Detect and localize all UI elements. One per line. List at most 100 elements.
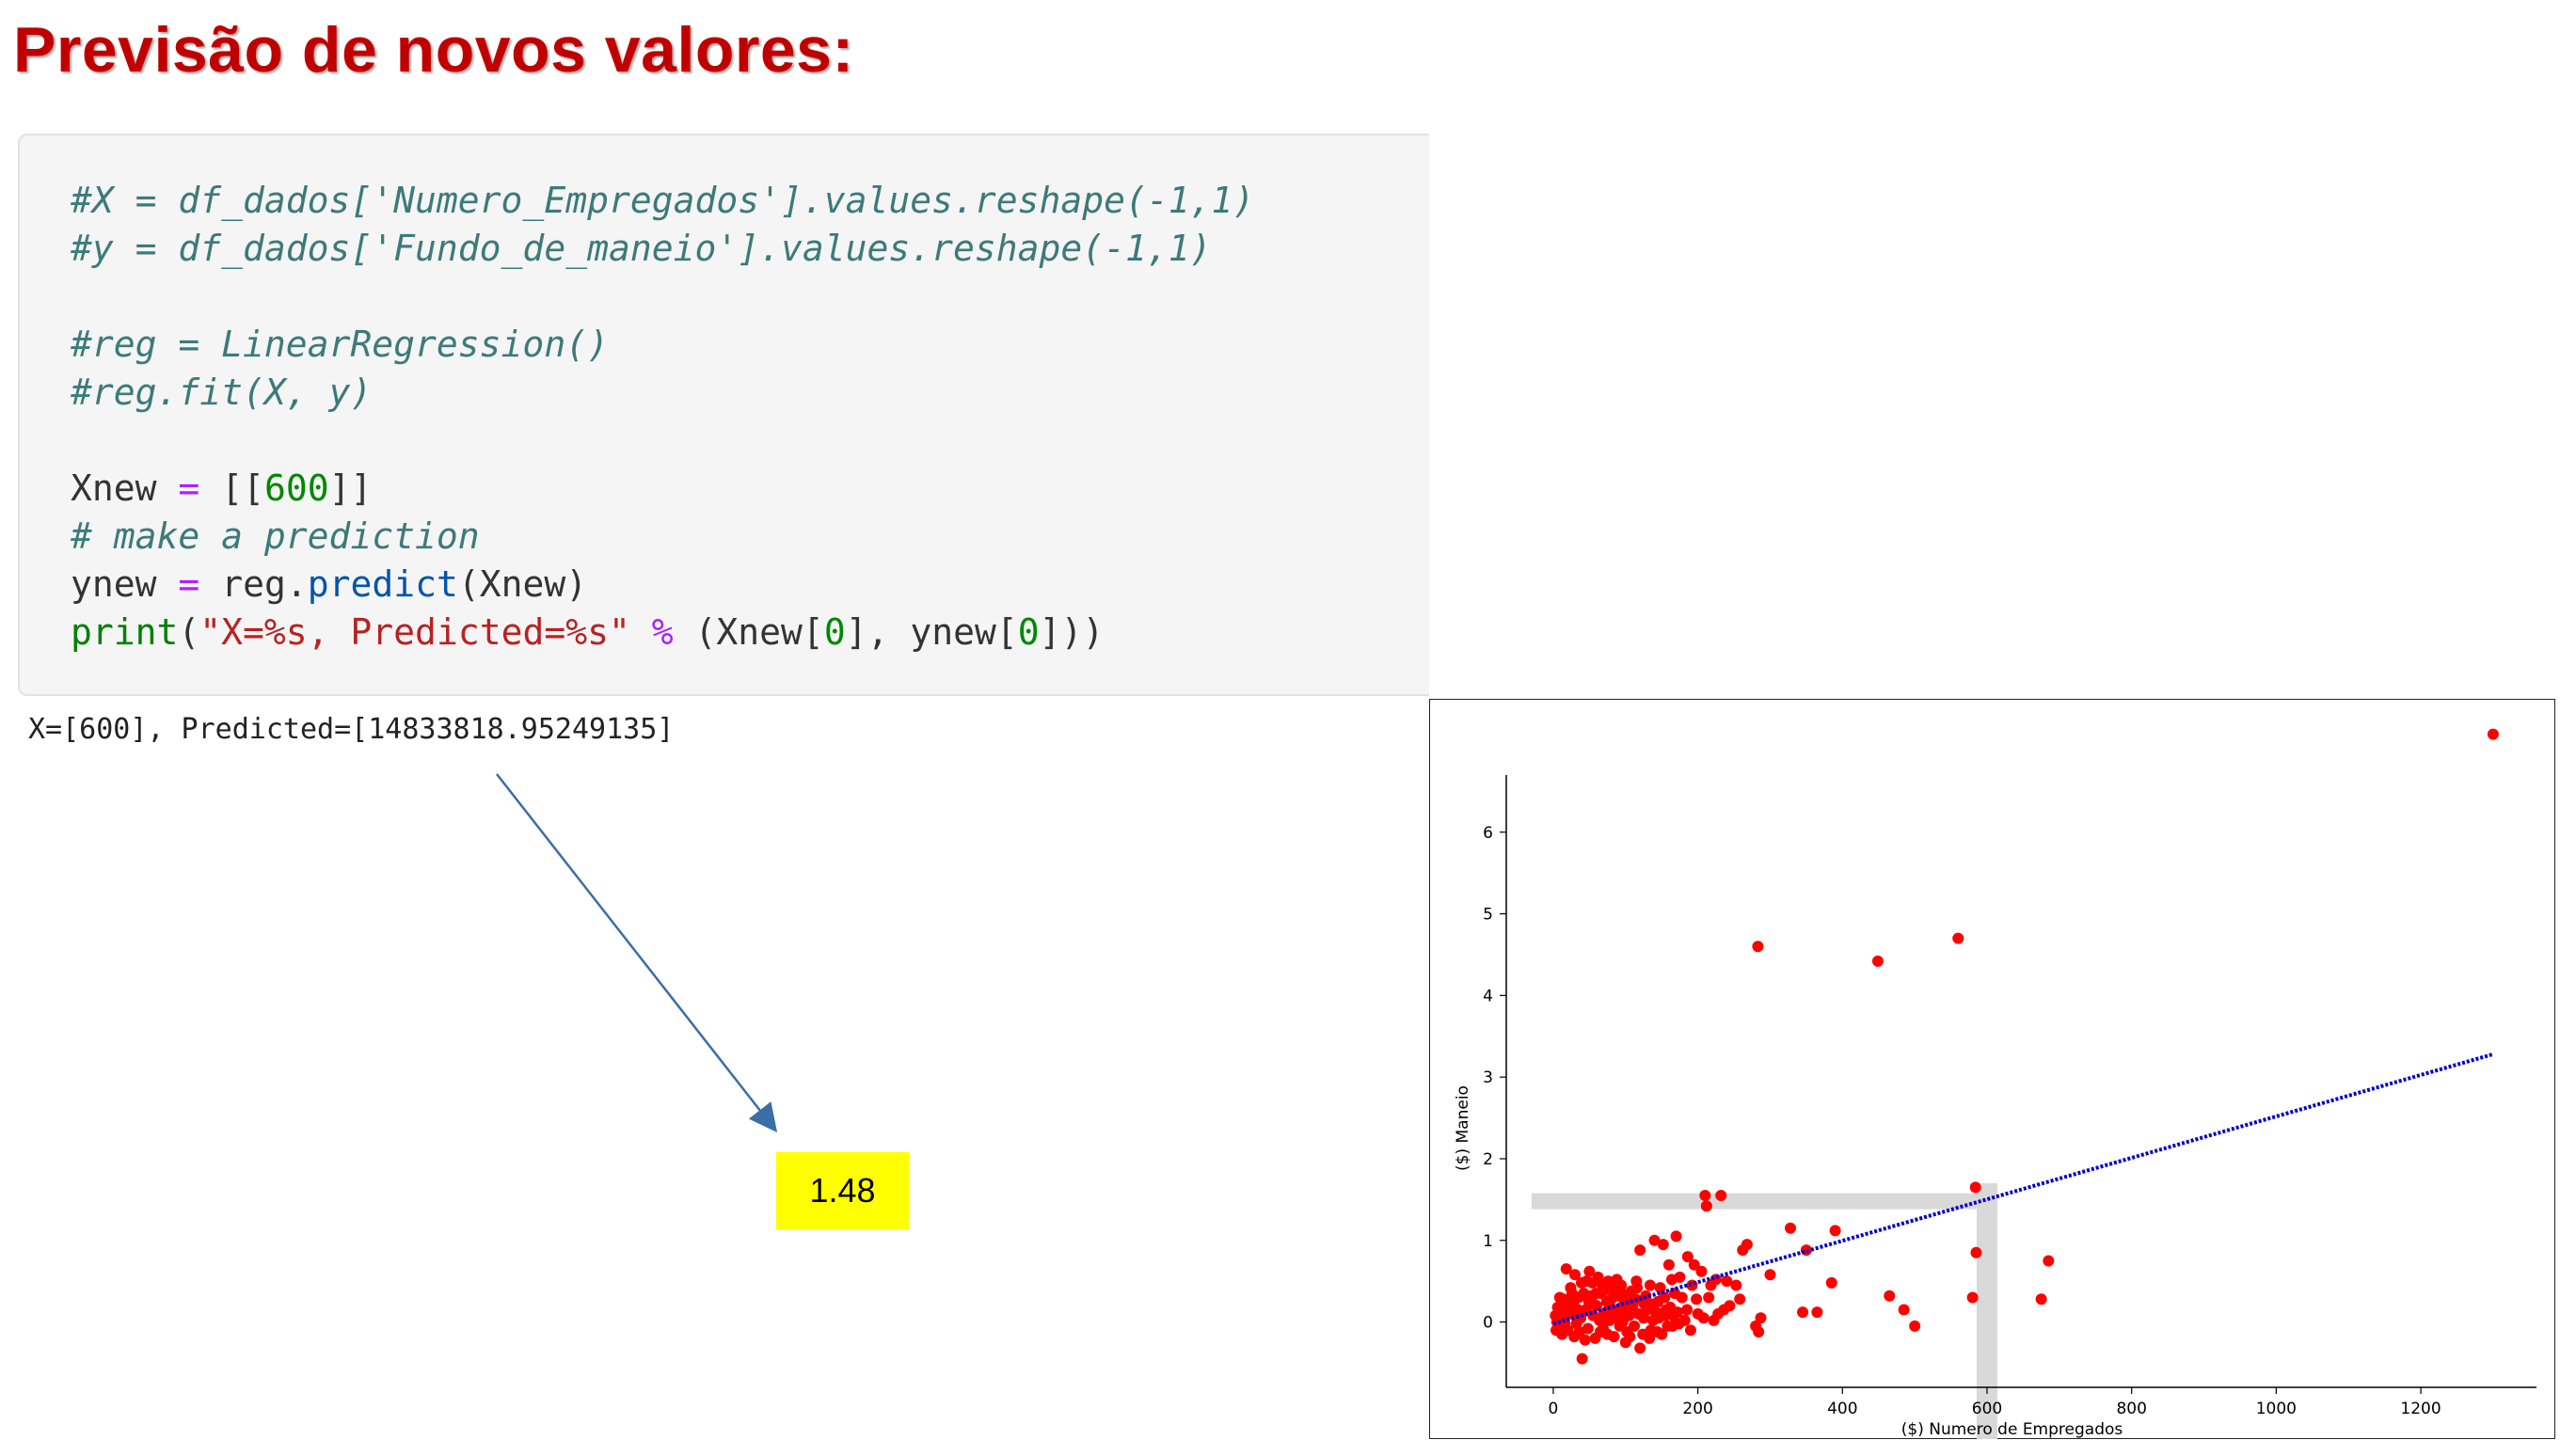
data-point [1634, 1244, 1646, 1257]
x-tick-label: 200 [1682, 1400, 1712, 1418]
cell-output: X=[600], Predicted=[14833818.95249135] [28, 713, 675, 746]
data-point [1700, 1200, 1712, 1212]
data-point [1909, 1320, 1921, 1332]
data-point [1811, 1306, 1823, 1319]
data-point [1784, 1222, 1796, 1234]
code-line-7: Xnew = [[600]] [71, 467, 373, 509]
code-editor[interactable]: #X = df_dados['Numero_Empregados'].value… [71, 177, 1254, 657]
y-tick-label: 5 [1483, 906, 1493, 925]
data-point [1608, 1331, 1620, 1343]
data-point [1684, 1324, 1696, 1337]
data-point [1659, 1291, 1671, 1304]
data-point [1629, 1320, 1641, 1332]
data-point [1829, 1225, 1841, 1237]
code-line-10: print("X=%s, Predicted=%s" % (Xnew[0], y… [71, 611, 1105, 653]
x-tick-label: 1200 [2400, 1400, 2441, 1418]
data-point [1579, 1334, 1591, 1346]
data-point [1898, 1304, 1910, 1316]
data-point [1686, 1279, 1698, 1291]
data-point [1966, 1291, 1979, 1304]
data-point [1612, 1290, 1624, 1302]
data-point [2487, 728, 2499, 740]
data-point [1753, 1325, 1765, 1337]
data-point [1697, 1312, 1709, 1324]
data-point [2035, 1293, 2047, 1305]
data-point [1695, 1265, 1708, 1277]
data-point [1551, 1301, 1564, 1313]
data-point [1634, 1342, 1646, 1354]
data-point [1624, 1331, 1636, 1343]
x-tick-label: 800 [2116, 1400, 2146, 1418]
slide-title: Previsão de novos valores: [13, 14, 854, 86]
x-tick-label: 600 [1972, 1400, 2002, 1418]
prediction-callout: 1.48 [776, 1152, 909, 1229]
data-point [1715, 1190, 1727, 1202]
data-point [1741, 1239, 1753, 1251]
code-line-8: # make a prediction [71, 515, 480, 557]
x-axis-label: ($) Numero de Empregados [1901, 1420, 2123, 1439]
y-tick-label: 6 [1483, 824, 1493, 843]
data-point [1667, 1309, 1679, 1321]
data-point [1662, 1258, 1675, 1271]
data-point [1969, 1181, 1981, 1194]
data-point [1566, 1288, 1578, 1300]
code-line-9: ynew = reg.predict(Xnew) [71, 563, 588, 605]
data-point [1730, 1279, 1742, 1291]
data-point [1662, 1320, 1674, 1332]
x-tick-label: 0 [1549, 1400, 1559, 1418]
data-point [1560, 1263, 1572, 1275]
data-point [1561, 1301, 1573, 1313]
data-point [1589, 1332, 1601, 1344]
data-point [1619, 1306, 1631, 1319]
scatter-chart: 0 200 400 600 800 1000 1200 0 1 2 3 4 5 6 ($) Numero d… [1454, 728, 2536, 1439]
data-point [1604, 1301, 1616, 1313]
data-point [1712, 1307, 1725, 1320]
y-tick-label: 1 [1483, 1232, 1493, 1251]
data-point [1665, 1274, 1678, 1286]
data-point [1721, 1275, 1733, 1288]
data-point [1590, 1288, 1602, 1300]
data-point [1550, 1324, 1563, 1337]
x-tick-label: 1000 [2256, 1400, 2297, 1418]
data-point [1582, 1295, 1595, 1307]
y-tick-label: 4 [1483, 987, 1493, 1005]
data-point [1703, 1291, 1715, 1304]
data-point [1724, 1300, 1736, 1312]
data-point [1755, 1312, 1767, 1324]
data-point [1670, 1230, 1682, 1242]
data-point [1797, 1306, 1809, 1319]
data-point [1602, 1275, 1614, 1288]
data-point [1653, 1312, 1665, 1324]
data-point [1764, 1269, 1776, 1281]
regression-line [1552, 1052, 2494, 1326]
data-point [1572, 1304, 1584, 1316]
chart-panel: 0 200 400 600 800 1000 1200 0 1 2 3 4 5 6 ($) Numero d… [1429, 699, 2555, 1439]
data-point [1631, 1282, 1644, 1294]
data-point [1825, 1276, 1837, 1289]
data-point [1575, 1276, 1587, 1289]
data-point [1646, 1298, 1658, 1310]
data-point [1699, 1190, 1711, 1202]
data-point [1583, 1265, 1596, 1277]
x-tick-label: 400 [1827, 1400, 1857, 1418]
data-point [1651, 1325, 1663, 1337]
data-point [1615, 1279, 1628, 1291]
data-point [1952, 932, 1964, 944]
data-point [1569, 1269, 1581, 1281]
data-point [1648, 1234, 1661, 1246]
data-point [1681, 1251, 1693, 1263]
data-point [1576, 1353, 1588, 1365]
data-point [1688, 1258, 1700, 1271]
data-point [1681, 1304, 1693, 1316]
data-point [1673, 1318, 1685, 1330]
data-point [1597, 1322, 1609, 1335]
code-cell[interactable]: #X = df_dados['Numero_Empregados'].value… [18, 134, 1429, 696]
data-point [1871, 955, 1884, 967]
data-point [1691, 1293, 1703, 1305]
data-point [1553, 1291, 1566, 1304]
data-point [1582, 1322, 1594, 1335]
y-axis-label: ($) Maneio [1454, 1085, 1472, 1171]
data-point [2043, 1255, 2055, 1267]
y-tick-label: 2 [1483, 1150, 1493, 1169]
prediction-value: 1.48 [809, 1171, 876, 1210]
